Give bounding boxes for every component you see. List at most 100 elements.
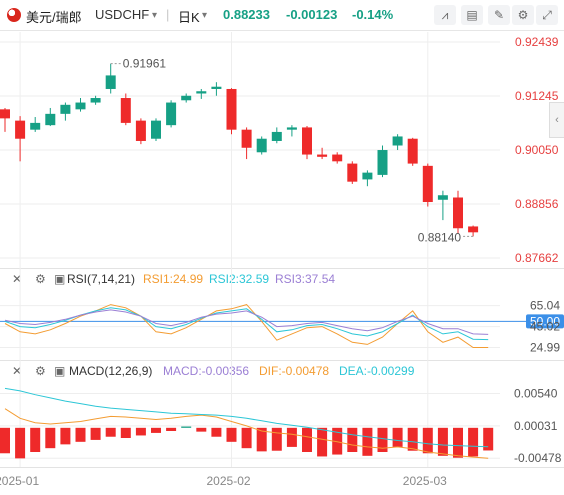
macd-histogram-bar [15,427,26,459]
rsi-axis-label: 24.99 [530,341,560,355]
macd-histogram-bar [120,427,131,438]
pair-name: 美元/瑞郎 [26,10,82,25]
macd-histogram-bar [377,427,388,452]
candle-body [120,98,131,123]
indicator-icon[interactable]: ▣ [54,364,66,378]
rsi3-value: RSI3:37.54 [275,272,336,286]
rsi-line-3 [4,309,489,335]
candle-body [347,163,358,182]
rsi-line-2 [4,307,489,341]
candle-body [211,86,222,89]
macd-histogram-bar [453,427,463,458]
chart-header: 美元/瑞郎 USDCHF ▾ | 日K ▾ 0.88233 -0.00123 -… [0,0,564,31]
candle-body [166,102,177,126]
candle-body [437,195,448,200]
macd-axis-label: 0.00031 [514,419,558,433]
time-axis-label: 2025-03 [403,474,447,488]
candle-body [362,172,373,180]
time-axis-label: 2025-01 [0,474,39,488]
price-axis-label: 0.87662 [515,251,559,265]
settings-icon[interactable]: ⚙ [512,5,534,25]
candle-body [105,75,116,89]
price-axis-label: 0.92439 [515,35,559,49]
close-icon[interactable]: ✕ [12,272,23,286]
rsi-axis-label: 50.00 [530,314,560,328]
macd-histogram-bar [437,427,448,456]
settings-icon[interactable]: ⚙ [35,272,46,286]
candle-body [468,226,479,233]
period-selector[interactable]: 日K [178,10,200,25]
rsi-reference-badge [526,314,564,329]
macd-histogram-bar [271,427,282,451]
price-change: -0.00123 [286,7,338,22]
candle-body [453,197,463,229]
macd-histogram-bar [196,427,207,432]
macd-axis-label: -0.00478 [514,451,562,465]
macd-histogram-bar [105,427,116,437]
macd-histogram-bar [256,427,267,452]
candle-body [332,154,343,162]
candle-body [226,88,237,130]
macd-histogram-bar [151,427,161,433]
price-axis-label: 0.90050 [515,143,559,157]
settings-icon[interactable]: ⚙ [35,364,46,378]
macd-histogram-bar [90,427,101,440]
candle-body [60,104,71,114]
candle-body [15,120,26,139]
symbol-label[interactable]: USDCHF [95,7,150,22]
rsi-header: ✕ ⚙ ▣ RSI(7,14,21) RSI1:24.99 RSI2:32.59… [0,272,564,290]
candle-body [256,138,267,153]
candle-body [422,165,433,203]
macd-histogram-bar [181,426,192,428]
close-icon[interactable]: ✕ [12,364,23,378]
dea-value: DEA:-0.00299 [339,364,415,378]
macd-histogram-bar [135,427,146,436]
macd-histogram-bar [0,427,10,454]
candle-body [392,136,403,146]
macd-histogram-bar [302,427,312,452]
macd-value: MACD:-0.00356 [163,364,250,378]
macd-histogram-bar [347,427,358,452]
rsi2-value: RSI2:32.59 [209,272,270,286]
candle-body [196,91,207,94]
dif-value: DIF:-0.00478 [259,364,330,378]
macd-histogram-bar [211,427,222,437]
candle-body [407,138,418,164]
high-price-annotation: 0.91961 [123,57,167,71]
indicator-icon[interactable]: ▤ [461,5,483,25]
candle-body [135,120,146,141]
macd-histogram-bar [166,427,177,431]
dif-line [4,408,489,459]
rsi-axis-label: 45.02 [530,320,560,334]
macd-histogram-bar [317,427,328,457]
macd-histogram-bar [75,427,86,442]
macd-histogram-bar [362,427,373,456]
expand-panel-icon[interactable]: ‹ [549,102,564,138]
price-axis-label: 0.88856 [515,197,559,211]
rsi-axis-label: 65.04 [530,299,560,313]
macd-histogram-bar [332,427,343,455]
candle-body [377,150,388,175]
macd-histogram-bar [241,427,252,449]
chart-style-icon[interactable]: ⩘ [434,5,456,25]
time-axis-label: 2025-02 [207,474,251,488]
candle-body [90,98,101,103]
price-axis-label: 0.91245 [515,89,559,103]
candle-body [45,113,56,126]
header-divider: | [166,7,170,22]
draw-icon[interactable]: ✎ [488,5,510,25]
candle-body [181,95,192,101]
indicator-icon[interactable]: ▣ [54,272,66,286]
symbol-dropdown-icon[interactable]: ▾ [152,10,158,21]
dea-line [4,387,489,448]
us-flag-icon [7,8,21,22]
macd-histogram-bar [468,427,479,457]
macd-histogram-bar [422,427,433,454]
rsi1-value: RSI1:24.99 [143,272,204,286]
period-dropdown-icon[interactable]: ▾ [202,10,208,21]
fullscreen-icon[interactable]: ⤢ [536,5,558,25]
current-price: 0.88233 [223,7,270,22]
candle-body [271,131,282,141]
